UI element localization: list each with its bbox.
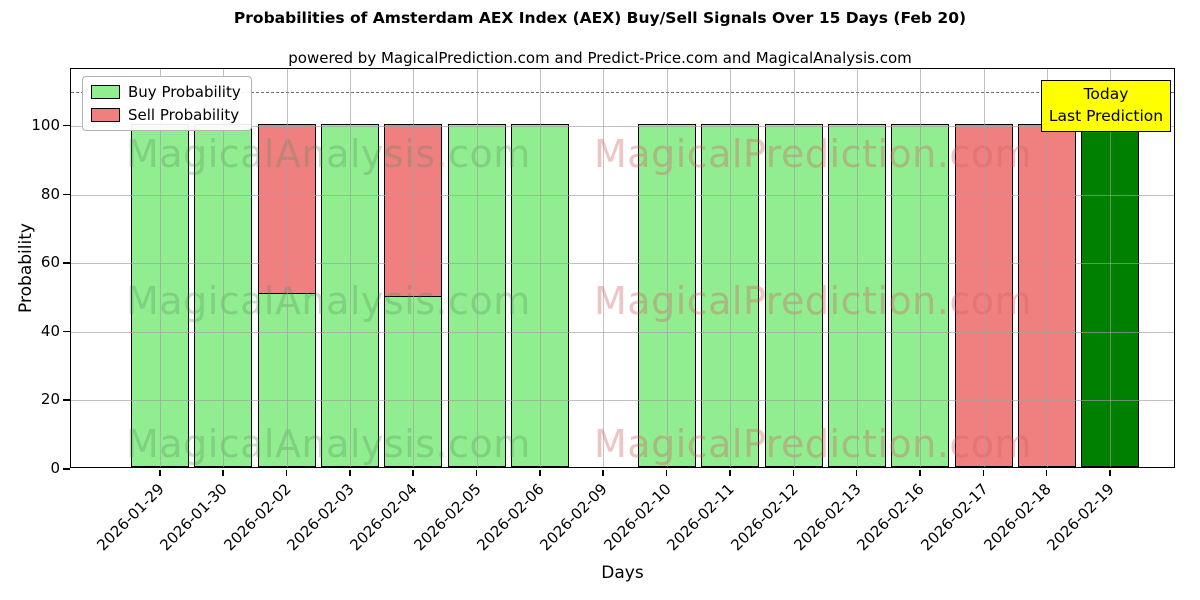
bar-2026-02-06 [511,123,570,467]
buy-segment [511,123,570,467]
legend-item-buy: Buy Probability [91,83,241,101]
x-tick-mark [602,470,604,476]
sell-swatch-icon [91,108,120,122]
bar-2026-02-11 [701,123,760,467]
y-tick-mark [63,124,70,127]
buy-segment [257,292,316,467]
buy-segment [891,123,950,467]
y-tick-label: 40 [40,321,60,340]
bar-2026-02-18 [1017,123,1076,467]
annotation-line-2: Last Prediction [1048,107,1164,125]
x-tick-label: 2026-02-11 [663,480,738,555]
bar-2026-02-16 [891,123,950,467]
plot-area: Buy Probability Sell Probability Today L… [70,68,1175,468]
x-axis-label: Days [601,563,644,583]
sell-segment [1017,123,1076,467]
x-tick-mark [1109,470,1111,476]
buy-segment [194,123,253,467]
x-tick-label: 2026-02-17 [916,480,992,555]
x-tick-mark [792,470,794,476]
legend-label-buy: Buy Probability [128,83,241,101]
legend-label-sell: Sell Probability [128,106,240,124]
y-tick-mark [63,399,70,401]
x-tick-label: 2026-02-09 [536,480,612,555]
x-tick-mark [855,470,858,476]
y-tick-label: 0 [50,459,60,477]
buy-segment [321,123,380,467]
buy-swatch-icon [91,85,120,99]
x-tick-label: 2026-02-12 [726,480,802,555]
bar-2026-01-30 [194,123,253,467]
x-tick-label: 2026-02-05 [410,480,485,555]
chart-title: Probabilities of Amsterdam AEX Index (AE… [233,9,967,27]
buy-segment [764,123,823,467]
x-tick-label: 2026-01-30 [156,480,232,555]
chart-subtitle: powered by MagicalPrediction.com and Pre… [288,49,912,67]
y-tick-label: 100 [31,115,60,134]
bar-2026-02-12 [764,123,823,467]
bar-2026-02-02 [257,123,316,467]
buy-segment [637,123,696,467]
x-tick-mark [539,470,541,476]
x-tick-mark [729,470,731,476]
bar-2026-02-13 [827,123,886,467]
x-tick-mark [222,470,224,476]
y-tick-mark [63,330,70,333]
buy-segment [384,295,443,467]
x-tick-mark [349,470,351,476]
bar-2026-01-29 [131,123,189,467]
bar-2026-02-10 [637,123,696,467]
legend: Buy Probability Sell Probability [82,76,252,131]
sell-segment [257,123,316,294]
sell-segment [954,123,1013,467]
bar-2026-02-19 [1081,123,1140,467]
today-annotation-box: Today Last Prediction [1041,80,1171,132]
y-tick-mark [63,193,70,196]
buy-segment [131,123,189,467]
bar-2026-02-17 [954,123,1013,467]
buy-segment [447,123,506,467]
sell-segment [384,123,443,298]
y-tick-mark [63,262,70,264]
x-tick-mark [1045,470,1048,476]
x-tick-label: 2026-01-29 [93,480,168,555]
x-tick-label: 2026-02-02 [220,480,295,555]
x-tick-label: 2026-02-03 [283,480,358,555]
bar-2026-02-05 [447,123,506,467]
buy-segment [701,123,760,467]
x-tick-mark [285,470,288,476]
x-tick-mark [412,470,414,476]
annotation-line-1: Today [1083,85,1129,103]
y-tick-label: 60 [40,253,60,272]
x-tick-label: 2026-02-13 [790,480,865,555]
x-tick-label: 2026-02-06 [473,480,548,555]
x-gridline [603,69,605,467]
x-tick-mark [159,470,161,476]
x-tick-mark [919,470,921,476]
y-tick-label: 20 [40,390,60,409]
buy-segment [1081,123,1140,467]
buy-segment [827,123,886,467]
y-tick-label: 80 [40,184,60,203]
legend-item-sell: Sell Probability [91,106,241,124]
x-tick-mark [665,470,668,476]
bar-2026-02-03 [321,123,380,467]
x-tick-mark [475,470,478,476]
x-tick-label: 2026-02-04 [346,480,422,555]
x-tick-label: 2026-02-19 [1043,480,1118,555]
x-tick-label: 2026-02-16 [853,480,928,555]
bar-2026-02-04 [384,123,443,467]
x-tick-mark [982,470,985,476]
x-tick-label: 2026-02-10 [600,480,675,555]
y-tick-mark [63,468,70,470]
x-tick-label: 2026-02-18 [980,480,1055,555]
